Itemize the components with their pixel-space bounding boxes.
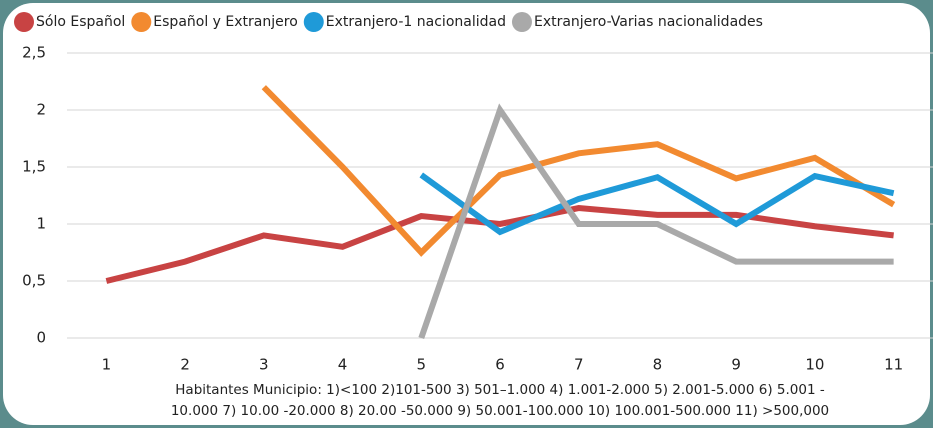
x-tick-label: 9 — [731, 356, 741, 374]
legend-marker — [131, 12, 152, 32]
legend-marker — [511, 12, 532, 32]
legend-label: Sólo Español — [36, 14, 125, 30]
x-tick-label: 11 — [884, 356, 903, 374]
legend-label: Español y Extranjero — [153, 14, 297, 30]
y-tick-label: 2 — [36, 101, 46, 119]
legend-label: Extranjero-Varias nacionalidades — [534, 14, 763, 30]
y-tick-label: 0,5 — [22, 272, 46, 290]
x-tick-label: 5 — [416, 356, 426, 374]
x-tick-label: 3 — [259, 356, 269, 374]
x-tick-label: 2 — [180, 356, 190, 374]
legend-marker — [303, 12, 324, 32]
x-tick-label: 4 — [338, 356, 348, 374]
series-line — [418, 103, 894, 339]
x-tick-label: 8 — [653, 356, 663, 374]
y-tick-label: 1,5 — [22, 158, 46, 176]
x-tick-label: 10 — [805, 356, 824, 374]
y-tick-label: 1 — [36, 215, 46, 233]
series-line — [105, 205, 894, 284]
series-line — [419, 172, 895, 236]
y-tick-label: 2,5 — [22, 44, 46, 62]
x-axis-label: 10.000 7) 10.00 -20.000 8) 20.00 -50.000… — [171, 403, 829, 419]
x-tick-label: 7 — [574, 356, 584, 374]
legend-marker — [14, 12, 34, 32]
x-tick-label: 1 — [102, 356, 112, 374]
y-tick-label: 0 — [36, 329, 46, 347]
legend-label: Extranjero-1 nacionalidad — [326, 14, 506, 30]
series-line — [261, 85, 896, 257]
x-axis-label: Habitantes Municipio: 1)<100 2)101-500 3… — [175, 382, 825, 398]
x-tick-label: 6 — [495, 356, 505, 374]
